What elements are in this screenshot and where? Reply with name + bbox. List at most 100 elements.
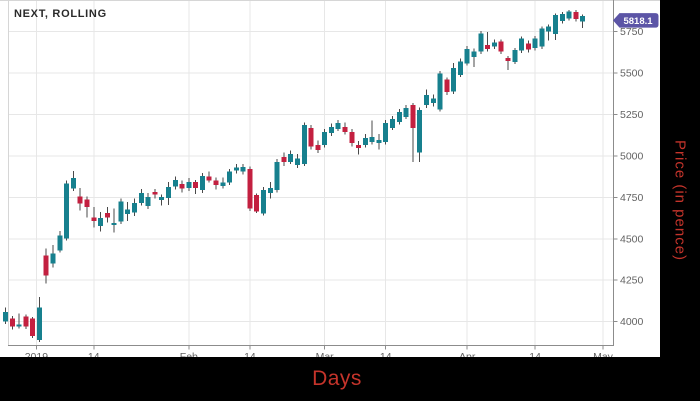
- candle-up: [16, 324, 22, 327]
- candle-up: [227, 171, 233, 183]
- candle-up: [328, 126, 334, 134]
- candle-down: [254, 195, 260, 212]
- candle-down: [498, 41, 504, 52]
- candle-down: [410, 105, 416, 129]
- x-tick-label: 14: [88, 351, 100, 357]
- candle-down: [505, 58, 511, 61]
- candle-up: [519, 38, 525, 51]
- candle-up: [396, 111, 402, 122]
- plot-frame: [0, 0, 660, 346]
- candle-down: [444, 79, 450, 92]
- x-tick-label: May: [593, 351, 614, 357]
- x-tick-label: Apr: [459, 351, 476, 357]
- x-tick-label: 14: [244, 351, 256, 357]
- candle-down: [193, 181, 199, 189]
- candle-up: [233, 167, 239, 171]
- x-tick-label: Mar: [316, 351, 335, 357]
- price-axis-title-bar: Price (in pence): [660, 0, 700, 401]
- y-tick-label: 4750: [620, 192, 644, 204]
- candles-group: [3, 9, 586, 342]
- candle-up: [165, 187, 171, 199]
- candle-up: [322, 131, 328, 146]
- candle-up: [532, 38, 538, 49]
- candle-up: [390, 118, 396, 129]
- y-tick-label: 4500: [620, 233, 644, 245]
- candle-up: [294, 158, 300, 166]
- candle-up: [172, 179, 178, 187]
- candle-up: [145, 197, 151, 206]
- candle-up: [118, 201, 124, 222]
- candle-up: [369, 137, 375, 143]
- candle-up: [57, 235, 63, 251]
- candle-up: [50, 253, 56, 264]
- candle-down: [315, 145, 321, 150]
- candle-up: [288, 154, 294, 163]
- candle-down: [349, 131, 355, 144]
- y-tick-label: 4250: [620, 275, 644, 287]
- x-tick-label: 14: [380, 351, 392, 357]
- candle-up: [159, 196, 165, 200]
- chart-panel: 5750 5500 5250 5000 4750 4500 4250 4000 2019 14 Fe…: [0, 0, 660, 357]
- candle-up: [186, 181, 192, 188]
- candle-down: [152, 191, 158, 195]
- candle-up: [423, 94, 429, 106]
- candle-down: [281, 157, 287, 163]
- candle-down: [485, 44, 491, 50]
- y-tick-label: 4000: [620, 316, 644, 328]
- axes-group: 5750 5500 5250 5000 4750 4500 4250 4000 2019 14 Fe…: [25, 26, 644, 357]
- candle-up: [451, 67, 457, 92]
- candle-up: [559, 13, 565, 21]
- candle-down: [9, 318, 15, 327]
- candle-up: [478, 33, 484, 52]
- candle-up: [417, 109, 423, 153]
- badge-shape: [613, 13, 659, 28]
- x-tick-label: 2019: [25, 351, 49, 357]
- candle-up: [362, 138, 368, 146]
- candle-up: [125, 209, 131, 214]
- candle-up: [464, 49, 470, 64]
- candle-up: [471, 51, 477, 57]
- candle-down: [247, 169, 253, 209]
- candle-up: [64, 183, 70, 239]
- candle-up: [512, 49, 518, 62]
- candle-down: [30, 318, 36, 336]
- candle-up: [36, 307, 42, 340]
- candle-up: [552, 15, 558, 34]
- candle-up: [491, 42, 497, 47]
- candle-down: [77, 196, 83, 204]
- candle-up: [301, 124, 307, 165]
- candle-down: [525, 43, 531, 50]
- candle-up: [70, 178, 76, 189]
- gridlines: [8, 0, 613, 345]
- x-axis-title-bar: Days: [0, 357, 660, 401]
- last-price-badge: 5818.1: [613, 13, 659, 28]
- candle-up: [111, 223, 117, 226]
- price-axis-title: Price (in pence): [671, 139, 689, 262]
- candle-up: [199, 176, 205, 191]
- candle-up: [457, 61, 463, 76]
- x-tick-label: 14: [529, 351, 541, 357]
- candle-up: [267, 188, 273, 194]
- candle-up: [240, 167, 246, 172]
- chart-title: NEXT, ROLLING: [14, 8, 107, 20]
- y-tick-label: 5500: [620, 68, 644, 80]
- candle-up: [546, 26, 552, 32]
- candle-up: [98, 218, 104, 226]
- candle-down: [84, 199, 90, 207]
- candle-up: [539, 28, 545, 47]
- candlestick-chart: 5750 5500 5250 5000 4750 4500 4250 4000 2019 14 Fe…: [0, 0, 660, 357]
- x-tick-label: Feb: [180, 351, 198, 357]
- candle-up: [138, 193, 144, 204]
- candle-down: [342, 126, 348, 132]
- y-tick-label: 5750: [620, 26, 644, 38]
- candle-down: [213, 180, 219, 185]
- candle-up: [335, 122, 341, 129]
- candle-up: [376, 140, 382, 144]
- candle-down: [23, 316, 29, 327]
- candle-up: [403, 107, 409, 117]
- candle-up: [261, 189, 267, 214]
- x-axis-title: Days: [312, 367, 362, 390]
- candle-up: [383, 123, 389, 143]
- candle-up: [437, 73, 443, 110]
